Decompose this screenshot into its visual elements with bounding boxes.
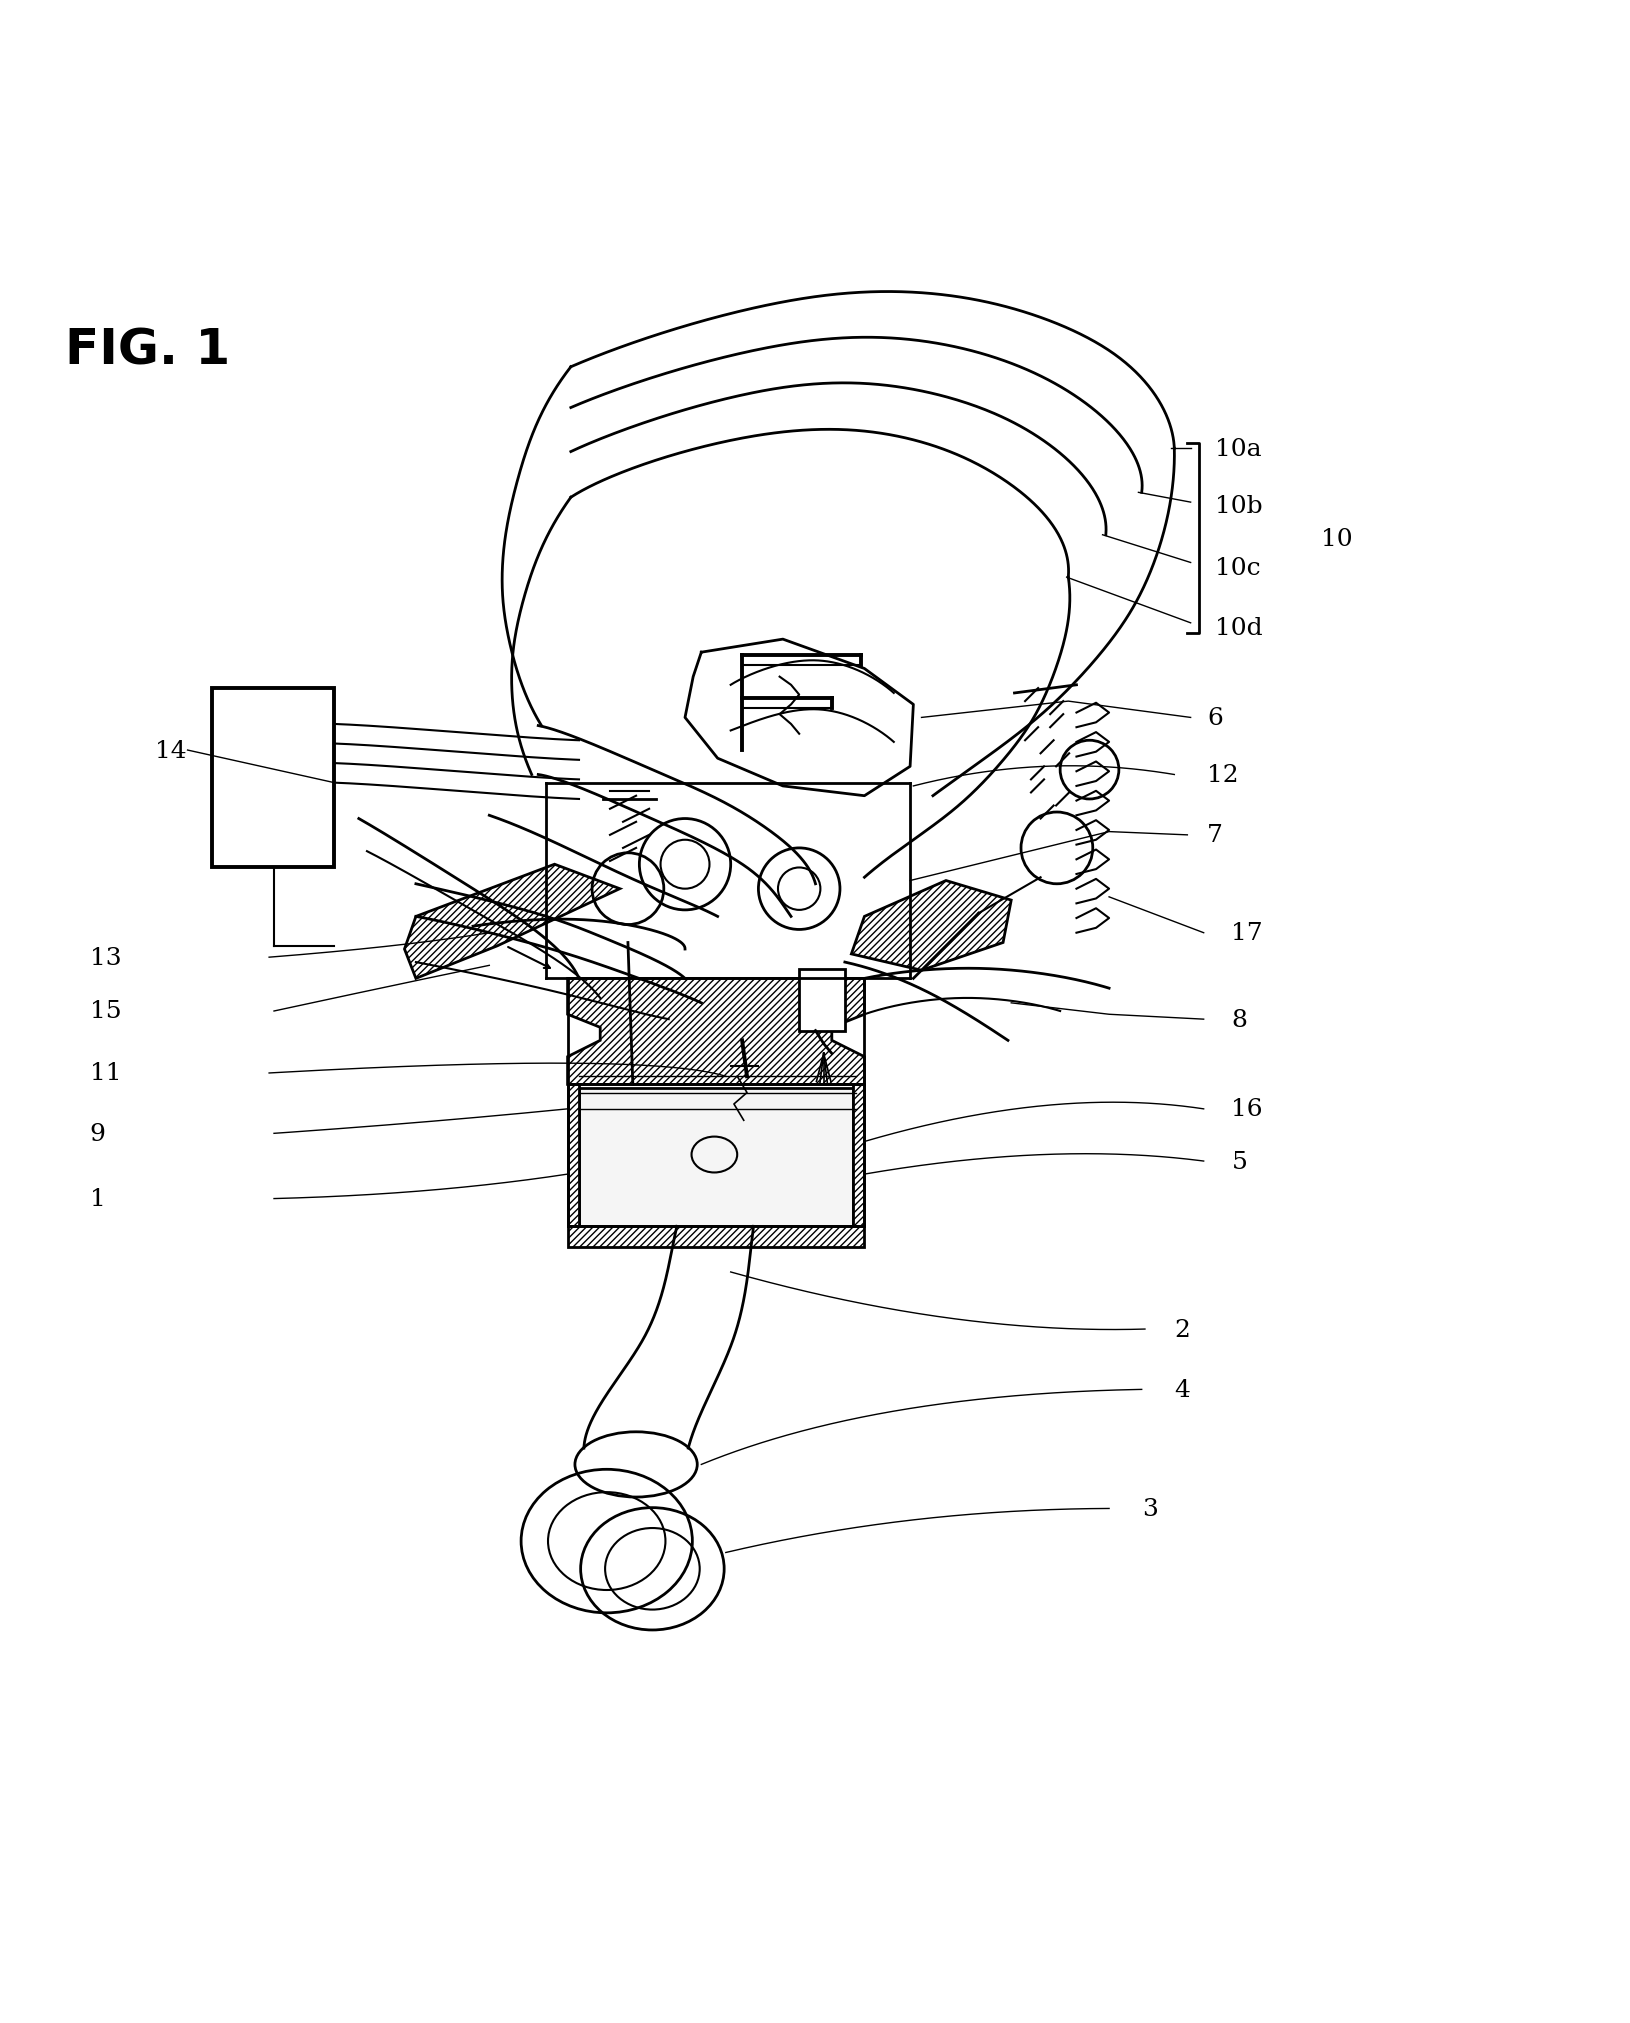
Text: 11: 11 xyxy=(90,1062,121,1084)
Text: 9: 9 xyxy=(90,1123,106,1145)
Text: 10: 10 xyxy=(1320,528,1351,550)
Text: 3: 3 xyxy=(1141,1497,1157,1519)
Text: 4: 4 xyxy=(1174,1378,1190,1402)
Text: 10c: 10c xyxy=(1214,556,1260,579)
Polygon shape xyxy=(852,1084,864,1226)
Text: FIG. 1: FIG. 1 xyxy=(65,328,230,374)
Text: 5: 5 xyxy=(1231,1149,1247,1173)
Text: 10a: 10a xyxy=(1214,437,1262,461)
Text: 12: 12 xyxy=(1206,763,1237,787)
Text: 13: 13 xyxy=(90,947,121,969)
Polygon shape xyxy=(567,979,864,1084)
Polygon shape xyxy=(567,1226,864,1248)
Polygon shape xyxy=(404,864,619,979)
Bar xyxy=(579,1088,852,1226)
Text: 1: 1 xyxy=(90,1188,106,1210)
Text: 10d: 10d xyxy=(1214,617,1262,639)
Text: 7: 7 xyxy=(1206,823,1222,848)
Polygon shape xyxy=(851,882,1011,971)
Text: 14: 14 xyxy=(155,738,186,763)
Text: 2: 2 xyxy=(1174,1317,1190,1341)
Text: 8: 8 xyxy=(1231,1007,1247,1032)
Text: 6: 6 xyxy=(1206,706,1222,730)
Bar xyxy=(799,969,844,1032)
Text: 15: 15 xyxy=(90,999,121,1024)
Text: 17: 17 xyxy=(1231,922,1262,945)
Text: 16: 16 xyxy=(1231,1098,1262,1121)
Bar xyxy=(212,688,334,868)
Text: 10b: 10b xyxy=(1214,496,1262,518)
Polygon shape xyxy=(567,1084,579,1226)
